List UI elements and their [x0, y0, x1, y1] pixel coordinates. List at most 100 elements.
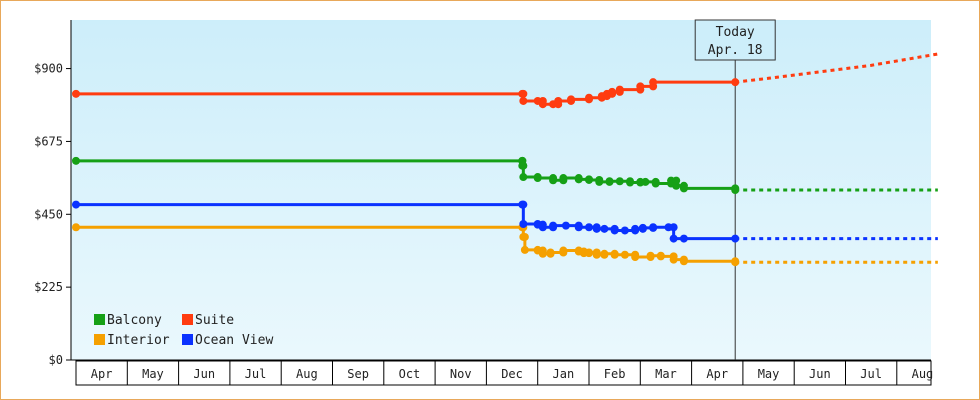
x-month-label: Jul	[860, 367, 882, 381]
data-point	[600, 224, 609, 233]
x-month-label: Mar	[655, 367, 677, 381]
data-point	[731, 258, 740, 267]
x-month-label: Feb	[604, 367, 626, 381]
data-point	[731, 78, 740, 87]
x-month-label: Jun	[809, 367, 831, 381]
x-month-label: Oct	[399, 367, 421, 381]
data-point	[600, 249, 609, 258]
x-month-label: Jan	[553, 367, 575, 381]
data-point	[538, 223, 547, 232]
data-point	[538, 249, 547, 258]
x-month-label: Apr	[91, 367, 113, 381]
y-ticks: $0 $225 $450 $675 $900	[34, 62, 71, 367]
data-point	[595, 177, 604, 186]
x-month-label: Apr	[706, 367, 728, 381]
y-tick-label: $450	[34, 207, 63, 221]
legend-swatch	[94, 334, 105, 345]
data-point	[519, 161, 528, 170]
data-point	[585, 175, 593, 184]
data-point	[72, 89, 80, 98]
plot-background	[71, 20, 931, 360]
x-month-label: Jun	[193, 367, 215, 381]
data-point	[561, 221, 570, 230]
series-ocean-view	[72, 200, 938, 243]
legend: Balcony Suite Interior Ocean View	[94, 313, 273, 348]
data-point	[615, 85, 624, 94]
legend-label: Interior	[107, 333, 170, 348]
data-point	[538, 100, 547, 109]
data-point	[649, 78, 658, 87]
x-month-label: May	[758, 367, 780, 381]
data-point	[626, 178, 635, 187]
data-point	[519, 220, 528, 228]
x-month-label: May	[142, 367, 164, 381]
data-point	[620, 226, 629, 235]
data-point	[651, 179, 660, 188]
today-marker: Today Apr. 18	[694, 19, 776, 360]
data-point	[679, 184, 688, 193]
data-point	[592, 224, 601, 233]
data-point	[519, 89, 528, 98]
y-tick-label: $900	[34, 62, 63, 76]
data-point	[585, 93, 593, 102]
x-month-label: Aug	[912, 367, 934, 381]
data-point	[672, 181, 681, 190]
legend-swatch	[182, 334, 193, 345]
data-point	[641, 177, 650, 186]
data-point	[669, 223, 678, 232]
data-point	[549, 176, 558, 185]
data-point	[567, 95, 576, 104]
data-point	[669, 255, 678, 264]
data-point	[631, 224, 640, 233]
data-point	[608, 87, 617, 96]
x-month-label: Dec	[501, 367, 523, 381]
data-point	[610, 226, 619, 235]
data-point	[554, 96, 563, 105]
data-point	[533, 174, 542, 183]
data-point	[731, 186, 740, 194]
data-point	[631, 253, 640, 262]
series-balcony	[72, 156, 938, 194]
x-month-band	[75, 360, 932, 386]
data-point	[519, 96, 528, 105]
data-point	[520, 245, 529, 254]
today-label: Today	[716, 25, 755, 40]
data-point	[519, 173, 528, 182]
legend-label: Suite	[195, 313, 234, 328]
data-point	[610, 250, 619, 259]
data-point	[669, 234, 678, 243]
data-point	[72, 200, 80, 209]
series-interior	[72, 223, 938, 267]
today-date: Apr. 18	[708, 43, 763, 58]
data-point	[559, 174, 568, 183]
series-lines	[72, 52, 939, 267]
data-point	[646, 251, 655, 260]
x-month-label: Aug	[296, 367, 318, 381]
data-point	[559, 246, 568, 255]
data-point	[585, 223, 593, 232]
data-point	[605, 177, 614, 186]
x-month-label: Jul	[245, 367, 267, 381]
y-tick-label: $0	[49, 353, 63, 367]
data-point	[549, 221, 558, 230]
data-point	[679, 257, 688, 266]
x-month-label: Sep	[347, 367, 369, 381]
data-point	[519, 200, 528, 209]
today-callout-box	[694, 19, 776, 61]
x-month-labels: Apr May Jun Jul Aug Sep Oct Nov Dec Jan Feb Mar Apr M…	[91, 361, 933, 385]
data-point	[620, 250, 629, 259]
legend-swatch	[94, 314, 105, 325]
data-point	[574, 175, 583, 184]
data-point	[679, 234, 688, 243]
data-point	[638, 223, 647, 232]
y-tick-label: $675	[34, 134, 63, 148]
data-point	[649, 223, 658, 232]
data-point	[656, 252, 665, 261]
y-tick-label: $225	[34, 280, 63, 294]
data-point	[72, 156, 80, 165]
data-point	[592, 250, 601, 259]
data-point	[72, 223, 80, 232]
data-point	[615, 177, 624, 186]
legend-label: Ocean View	[195, 333, 273, 348]
data-point	[546, 248, 555, 257]
